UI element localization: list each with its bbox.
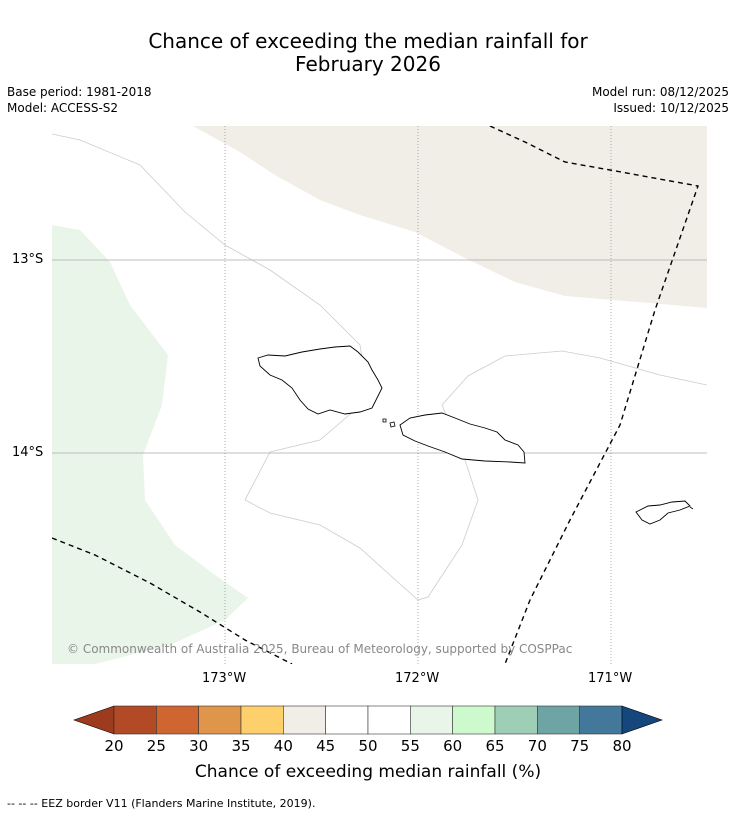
copyright-notice: © Commonwealth of Australia 2025, Bureau… [67, 642, 573, 656]
colorbar-tick-label: 45 [316, 737, 336, 755]
region-40-45 [193, 126, 707, 308]
colorbar-over-arrow [621, 705, 663, 735]
island-savaii [257, 345, 383, 415]
colorbar-tick-label: 20 [104, 737, 124, 755]
islet-aunuu [689, 506, 694, 510]
colorbar-tick-label: 55 [400, 737, 420, 755]
colorbar-tick-label: 40 [273, 737, 293, 755]
colorbar-tick-label: 75 [570, 737, 590, 755]
map-title: Chance of exceeding the median rainfall … [0, 30, 736, 76]
islet-manono [389, 421, 396, 428]
colorbar-swatch [579, 705, 623, 735]
model-name: Model: ACCESS-S2 [7, 101, 119, 115]
colorbar-swatch [283, 705, 326, 735]
colorbar-swatch [537, 705, 580, 735]
meta-left: Base period: 1981-2018 Model: ACCESS-S2 [7, 84, 152, 116]
title-line-2: February 2026 [295, 52, 441, 76]
colorbar-swatch [325, 705, 369, 735]
colorbar-swatch [494, 705, 538, 735]
colorbar-tick-label: 65 [485, 737, 505, 755]
issued-date: Issued: 10/12/2025 [613, 101, 729, 115]
colorbar-swatch [410, 705, 453, 735]
islet-apolima [382, 418, 387, 423]
base-period: Base period: 1981-2018 [7, 85, 152, 99]
colorbar-swatch [156, 705, 199, 735]
colorbar-tick-label: 60 [443, 737, 463, 755]
island-upolu [399, 412, 526, 464]
lon-label-171w: 171°W [588, 671, 633, 686]
colorbar [73, 705, 663, 735]
colorbar-under-arrow [73, 705, 115, 735]
colorbar-tick-label: 25 [146, 737, 166, 755]
colorbar-title: Chance of exceeding median rainfall (%) [194, 762, 542, 782]
meta-right: Model run: 08/12/2025 Issued: 10/12/2025 [592, 84, 729, 116]
colorbar-swatch [367, 705, 411, 735]
colorbar-tick-label: 80 [612, 737, 632, 755]
eez-border-southwest [52, 537, 293, 664]
colorbar-tick-label: 30 [189, 737, 209, 755]
colorbar-swatch [113, 705, 157, 735]
lat-label-13s: 13°S [12, 252, 44, 267]
colorbar-swatch [198, 705, 242, 735]
map-area [52, 126, 707, 664]
model-run: Model run: 08/12/2025 [591, 85, 729, 99]
lon-label-173w: 173°W [202, 671, 247, 686]
eez-footnote: -- -- -- EEZ border V11 (Flanders Marine… [7, 797, 316, 810]
colorbar-tick-label: 35 [231, 737, 251, 755]
colorbar-swatch [240, 705, 284, 735]
colorbar-tick-label: 70 [527, 737, 547, 755]
colorbar-tick-label: 50 [358, 737, 378, 755]
lon-label-172w: 172°W [395, 671, 440, 686]
region-55-60 [52, 225, 248, 664]
island-tutuila [635, 500, 691, 525]
contour-line [52, 133, 707, 601]
title-line-1: Chance of exceeding the median rainfall … [148, 29, 588, 53]
lat-label-14s: 14°S [12, 445, 44, 460]
colorbar-swatch [452, 705, 496, 735]
eez-border-east [489, 126, 699, 664]
